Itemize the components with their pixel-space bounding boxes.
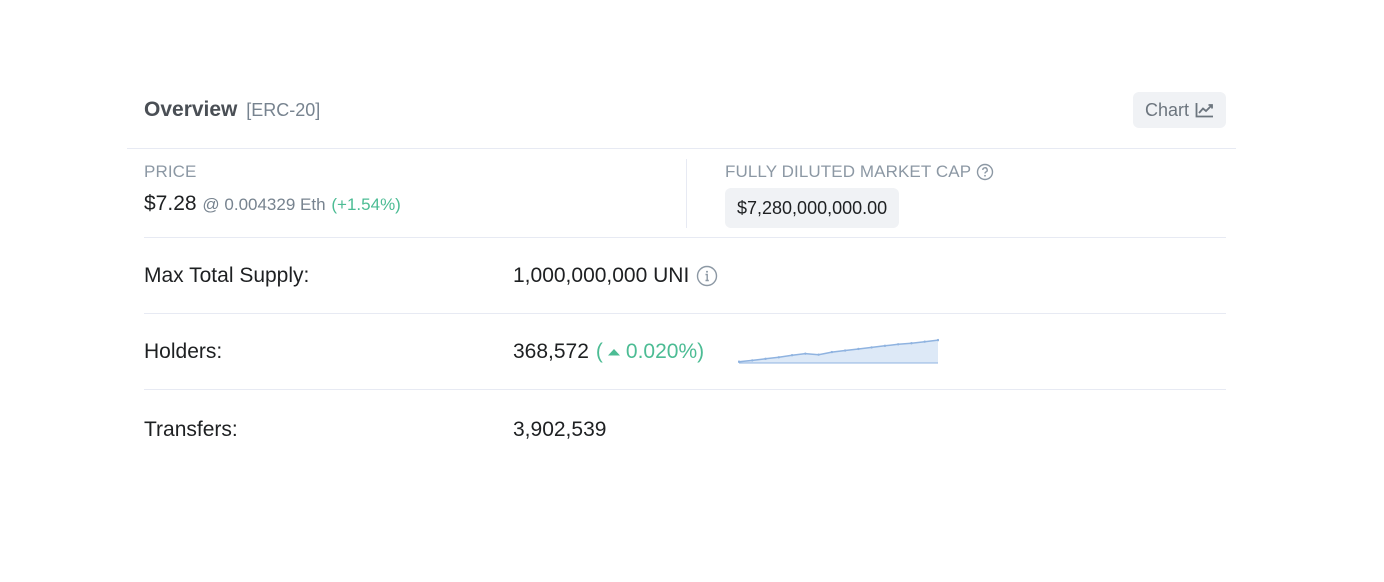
sparkline-point [923,340,926,343]
holders-label: Holders: [144,340,223,363]
line-chart-icon [1195,103,1213,118]
sparkline-point [777,356,780,359]
supply-value: 1,000,000,000 UNI [513,264,690,287]
sparkline-point [910,342,913,345]
sparkline-point [738,360,741,363]
token-standard-tag: [ERC-20] [246,100,321,120]
chart-button-label: Chart [1144,99,1189,120]
sparkline-point [817,353,820,356]
holders-value-group: 368,572 ( 0.020%) [513,340,704,364]
price-block: PRICE $7.28 @ 0.004329 Eth (+1.54%) [144,162,401,216]
price-change: (+1.54%) [331,195,401,214]
sparkline-point [870,346,873,349]
sparkline-point [857,347,860,351]
sparkline-point [897,343,900,346]
supply-value-group: 1,000,000,000 UNI [513,264,718,288]
transfers-value: 3,902,539 [513,418,607,441]
sparkline-point [751,359,754,362]
overview-title: Overview [ERC-20] [144,98,320,122]
sparkline-point [883,344,887,348]
transfers-label: Transfers: [144,418,238,441]
chart-button[interactable]: Chart [1133,92,1226,128]
price-section: PRICE $7.28 @ 0.004329 Eth (+1.54%) FULL… [144,149,1226,238]
price-line: $7.28 @ 0.004329 Eth (+1.54%) [144,192,401,216]
holders-row: Holders: 368,572 ( 0.020%) [144,314,1226,390]
info-circle-icon[interactable] [696,265,718,287]
sparkline-point [804,352,807,355]
market-cap-block: FULLY DILUTED MARKET CAP $7,280,000,000.… [725,162,994,228]
overview-title-text: Overview [144,98,238,121]
question-circle-icon[interactable] [976,163,994,181]
holders-value: 368,572 [513,340,589,363]
holders-change-open: ( [595,340,603,363]
market-cap-label-row: FULLY DILUTED MARKET CAP [725,162,994,182]
supply-row: Max Total Supply: 1,000,000,000 UNI [144,238,1226,314]
sparkline-point [843,349,847,352]
sparkline-point [764,357,767,361]
transfers-row: Transfers: 3,902,539 [144,390,1226,465]
supply-label: Max Total Supply: [144,264,310,287]
sparkline-point [790,354,794,357]
price-eth: @ 0.004329 Eth [202,195,326,214]
sparkline-point [936,338,939,342]
holders-change: ( 0.020%) [596,340,704,364]
market-cap-value: $7,280,000,000.00 [725,188,900,228]
overview-header: Overview [ERC-20] Chart [127,82,1236,149]
holders-change-value: 0.020%) [625,340,705,363]
sparkline-point [830,350,834,354]
vertical-divider [686,159,687,228]
price-usd: $7.28 [144,192,197,215]
sparkline-line [738,339,939,363]
overview-card: Overview [ERC-20] Chart PRICE $7.28 @ 0.… [127,82,1236,465]
price-label: PRICE [144,162,197,181]
market-cap-label: FULLY DILUTED MARKET CAP [725,162,972,181]
caret-up-icon [607,349,620,356]
holders-sparkline [738,338,939,364]
